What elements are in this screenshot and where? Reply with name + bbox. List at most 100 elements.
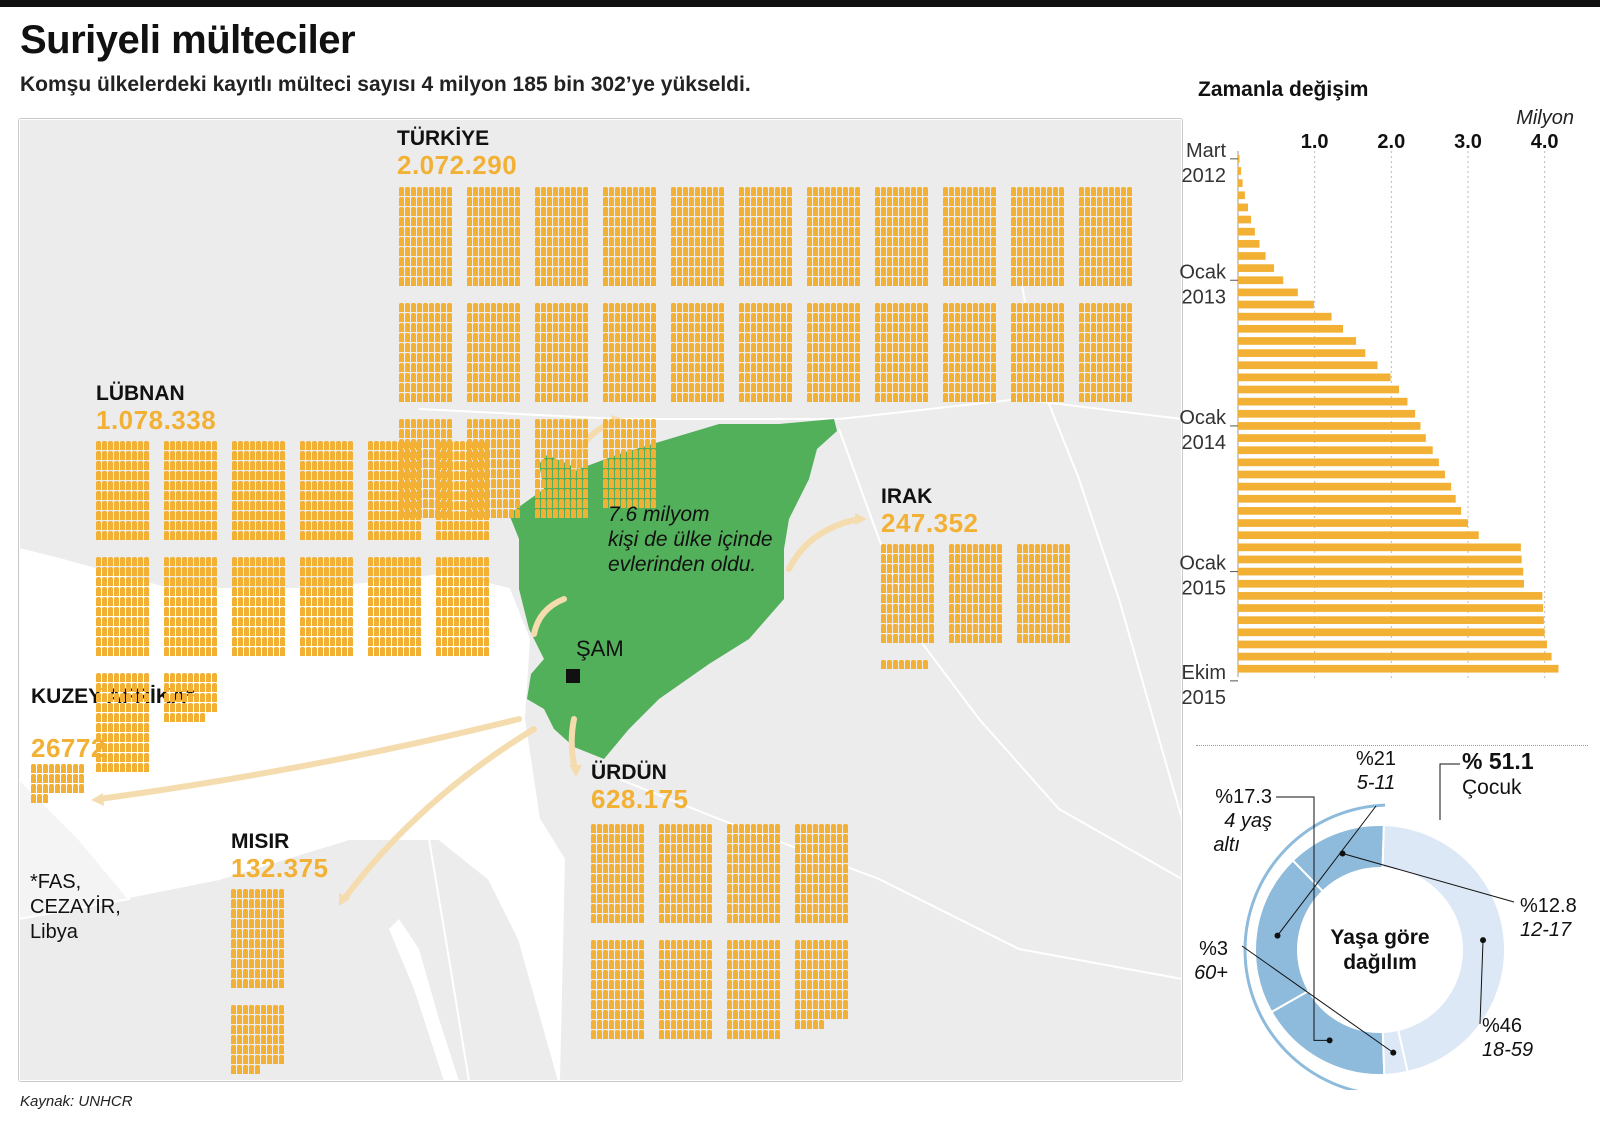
- person-icon: [1047, 393, 1052, 402]
- person-icon: [553, 459, 558, 468]
- person-icon: [1109, 363, 1114, 372]
- person-icon: [1053, 187, 1058, 196]
- person-icon: [96, 441, 101, 450]
- person-icon: [479, 237, 484, 246]
- person-icon: [1023, 614, 1028, 623]
- person-icon: [73, 774, 78, 783]
- person-icon: [1127, 227, 1132, 236]
- person-icon: [318, 441, 323, 450]
- person-icon: [825, 1000, 830, 1009]
- person-icon: [1053, 614, 1058, 623]
- person-icon: [615, 257, 620, 266]
- person-icon: [256, 521, 261, 530]
- person-icon: [108, 531, 113, 540]
- person-icon: [713, 383, 718, 392]
- person-icon: [243, 919, 248, 928]
- person-icon: [677, 303, 682, 312]
- person-icon: [212, 557, 217, 566]
- person-icon: [410, 501, 415, 510]
- person-icon: [1041, 584, 1046, 593]
- person-icon: [268, 577, 273, 586]
- person-icon: [473, 343, 478, 352]
- person-icon: [435, 257, 440, 266]
- person-icon: [565, 247, 570, 256]
- person-icon: [442, 647, 447, 656]
- person-icon: [268, 637, 273, 646]
- person-icon: [410, 627, 415, 636]
- person-icon: [279, 1005, 284, 1014]
- person-icon: [627, 303, 632, 312]
- person-icon: [875, 247, 880, 256]
- person-icon: [553, 469, 558, 478]
- person-icon: [386, 511, 391, 520]
- person-icon: [757, 207, 762, 216]
- person-icon: [250, 491, 255, 500]
- person-icon: [244, 451, 249, 460]
- person-icon: [887, 564, 892, 573]
- person-icon: [917, 564, 922, 573]
- person-icon: [985, 584, 990, 593]
- person-icon: [911, 353, 916, 362]
- person-icon: [571, 313, 576, 322]
- person-icon: [423, 499, 428, 508]
- person-icon: [819, 187, 824, 196]
- person-icon: [633, 960, 638, 969]
- person-icon: [875, 333, 880, 342]
- person-icon: [232, 567, 237, 576]
- person-icon: [591, 960, 596, 969]
- person-icon: [603, 247, 608, 256]
- person-icon: [763, 980, 768, 989]
- person-icon: [911, 257, 916, 266]
- person-icon: [917, 373, 922, 382]
- person-icon: [559, 429, 564, 438]
- person-icon: [262, 451, 267, 460]
- person-icon: [627, 373, 632, 382]
- person-icon: [627, 1030, 632, 1039]
- person-icon: [911, 197, 916, 206]
- person-icon: [237, 959, 242, 968]
- person-icon: [695, 854, 700, 863]
- person-icon: [843, 323, 848, 332]
- person-icon: [757, 267, 762, 276]
- person-icon: [182, 617, 187, 626]
- person-icon: [979, 333, 984, 342]
- person-icon: [460, 647, 465, 656]
- person-icon: [917, 313, 922, 322]
- person-icon: [813, 277, 818, 286]
- person-icon: [1127, 333, 1132, 342]
- person-icon: [1035, 247, 1040, 256]
- person-icon: [701, 217, 706, 226]
- person-icon: [923, 313, 928, 322]
- person-icon: [547, 227, 552, 236]
- person-icon: [615, 237, 620, 246]
- person-icon: [979, 634, 984, 643]
- person-icon: [342, 481, 347, 490]
- person-icon: [683, 323, 688, 332]
- person-icon: [374, 501, 379, 510]
- person-icon: [417, 373, 422, 382]
- person-icon: [565, 277, 570, 286]
- person-icon: [695, 237, 700, 246]
- person-icon: [411, 429, 416, 438]
- person-icon: [603, 383, 608, 392]
- person-icon: [374, 587, 379, 596]
- person-icon: [955, 313, 960, 322]
- person-icon: [739, 217, 744, 226]
- person-icon: [603, 197, 608, 206]
- person-icon: [769, 277, 774, 286]
- border-saudi: [618, 778, 1182, 980]
- person-icon: [881, 343, 886, 352]
- person-icon: [591, 834, 596, 843]
- person-icon: [249, 909, 254, 918]
- person-icon: [633, 479, 638, 488]
- person-icon: [386, 491, 391, 500]
- person-icon: [875, 313, 880, 322]
- person-icon: [509, 363, 514, 372]
- donut-dot: [1339, 850, 1346, 857]
- person-icon: [188, 557, 193, 566]
- person-icon: [467, 277, 472, 286]
- y-tick-label: Mart: [1186, 140, 1226, 162]
- person-icon: [164, 441, 169, 450]
- person-icon: [535, 449, 540, 458]
- person-icon: [825, 894, 830, 903]
